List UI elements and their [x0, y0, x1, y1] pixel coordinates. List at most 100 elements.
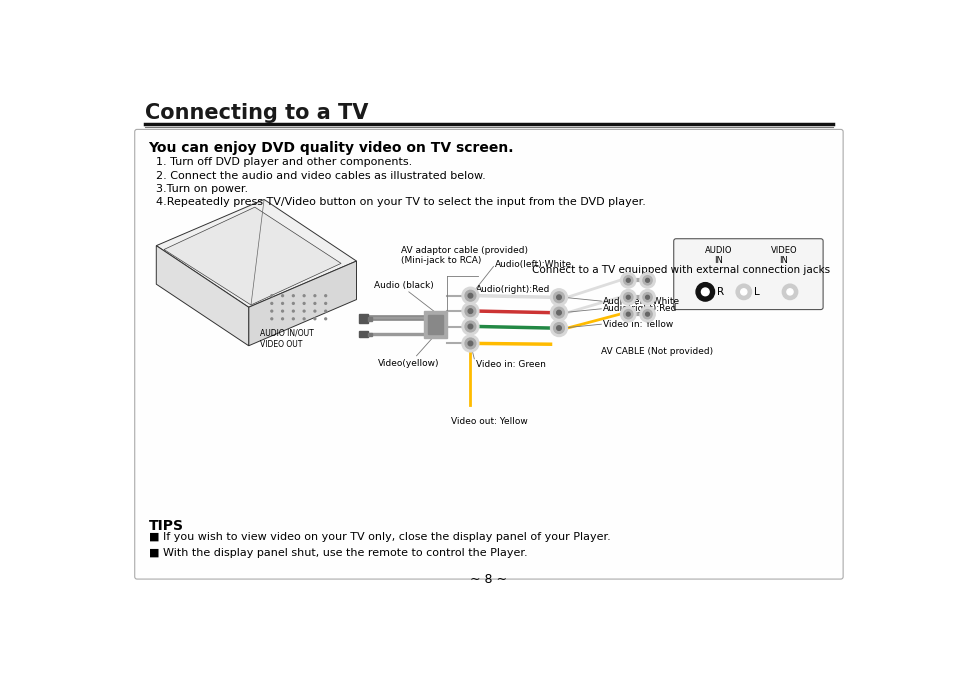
Text: You can enjoy DVD quality video on TV screen.: You can enjoy DVD quality video on TV sc…: [149, 141, 514, 155]
Circle shape: [639, 307, 655, 322]
Circle shape: [557, 326, 560, 330]
Circle shape: [324, 310, 326, 312]
Circle shape: [271, 303, 273, 305]
Text: AUDIO
IN: AUDIO IN: [704, 245, 731, 265]
Circle shape: [626, 295, 630, 299]
Circle shape: [557, 295, 560, 299]
Circle shape: [271, 310, 273, 312]
Text: AUDIO IN/OUT: AUDIO IN/OUT: [260, 329, 314, 338]
Circle shape: [281, 318, 283, 319]
Text: ~ 8 ~: ~ 8 ~: [470, 573, 507, 586]
Circle shape: [464, 306, 476, 317]
Text: 3.Turn on power.: 3.Turn on power.: [156, 184, 248, 194]
Circle shape: [736, 284, 751, 299]
Circle shape: [303, 318, 305, 319]
Text: Video in: Yellow: Video in: Yellow: [602, 319, 673, 329]
Circle shape: [271, 295, 273, 297]
Circle shape: [468, 324, 473, 329]
Circle shape: [645, 295, 649, 299]
Circle shape: [553, 323, 564, 334]
Bar: [428, 315, 443, 334]
Circle shape: [626, 312, 630, 316]
Polygon shape: [249, 261, 356, 346]
Text: ■ With the display panel shut, use the remote to control the Player.: ■ With the display panel shut, use the r…: [149, 547, 527, 557]
Circle shape: [468, 293, 473, 298]
Text: R: R: [716, 287, 723, 297]
Text: Video in: Green: Video in: Green: [476, 361, 545, 369]
Circle shape: [461, 287, 478, 304]
Circle shape: [620, 307, 636, 322]
Circle shape: [620, 290, 636, 305]
FancyBboxPatch shape: [134, 129, 842, 579]
Circle shape: [281, 303, 283, 305]
Text: L: L: [753, 287, 759, 297]
Circle shape: [303, 303, 305, 305]
Circle shape: [293, 295, 294, 297]
Circle shape: [553, 292, 564, 303]
Circle shape: [623, 309, 632, 319]
Text: AV CABLE (Not provided): AV CABLE (Not provided): [600, 347, 713, 357]
Text: VIDEO
IN: VIDEO IN: [770, 245, 797, 265]
Circle shape: [626, 278, 630, 282]
Circle shape: [696, 282, 714, 301]
Circle shape: [623, 276, 632, 285]
Circle shape: [461, 335, 478, 352]
Circle shape: [642, 309, 652, 319]
Text: Video(yellow): Video(yellow): [377, 359, 439, 368]
Text: 2. Connect the audio and video cables as illustrated below.: 2. Connect the audio and video cables as…: [156, 171, 485, 181]
Polygon shape: [156, 200, 356, 307]
Circle shape: [464, 290, 476, 301]
Text: ■ If you wish to view video on your TV only, close the display panel of your Pla: ■ If you wish to view video on your TV o…: [149, 532, 610, 542]
Circle shape: [314, 318, 315, 319]
Circle shape: [623, 293, 632, 302]
Circle shape: [303, 295, 305, 297]
FancyBboxPatch shape: [673, 239, 822, 309]
Circle shape: [324, 295, 326, 297]
Circle shape: [303, 310, 305, 312]
Bar: [368, 317, 372, 321]
Circle shape: [293, 318, 294, 319]
Circle shape: [464, 321, 476, 332]
Circle shape: [281, 295, 283, 297]
Polygon shape: [156, 245, 249, 346]
Circle shape: [642, 276, 652, 285]
Circle shape: [550, 304, 567, 321]
Circle shape: [324, 303, 326, 305]
Text: TIPS: TIPS: [149, 519, 183, 533]
Circle shape: [553, 307, 564, 318]
Circle shape: [639, 272, 655, 288]
Circle shape: [550, 319, 567, 336]
Bar: [358, 331, 368, 337]
Circle shape: [293, 303, 294, 305]
Circle shape: [700, 288, 708, 296]
Circle shape: [550, 288, 567, 306]
Text: AV adaptor cable (provided)
(Mini-jack to RCA): AV adaptor cable (provided) (Mini-jack t…: [400, 245, 528, 265]
Text: 4.Repeatedly press TV/Video button on your TV to select the input from the DVD p: 4.Repeatedly press TV/Video button on yo…: [156, 197, 645, 207]
Circle shape: [464, 338, 476, 349]
Circle shape: [461, 303, 478, 319]
Text: Connect to a TV equipped with external connection jacks: Connect to a TV equipped with external c…: [532, 265, 829, 275]
Text: Audio (black): Audio (black): [374, 280, 434, 290]
Circle shape: [645, 312, 649, 316]
Circle shape: [281, 310, 283, 312]
Circle shape: [461, 318, 478, 335]
Bar: [424, 311, 447, 338]
Circle shape: [781, 284, 797, 299]
Circle shape: [314, 303, 315, 305]
Text: Audio(left):White: Audio(left):White: [602, 297, 679, 305]
Circle shape: [293, 310, 294, 312]
Text: 1. Turn off DVD player and other components.: 1. Turn off DVD player and other compone…: [156, 157, 412, 167]
Circle shape: [786, 288, 792, 295]
Circle shape: [468, 309, 473, 313]
Circle shape: [314, 295, 315, 297]
Circle shape: [468, 341, 473, 346]
Text: Audio(right):Red: Audio(right):Red: [476, 285, 550, 294]
Circle shape: [642, 293, 652, 302]
Circle shape: [324, 318, 326, 319]
Circle shape: [271, 318, 273, 319]
Circle shape: [557, 310, 560, 315]
Bar: [368, 333, 372, 336]
Circle shape: [620, 272, 636, 288]
Circle shape: [314, 310, 315, 312]
Bar: [358, 314, 368, 324]
